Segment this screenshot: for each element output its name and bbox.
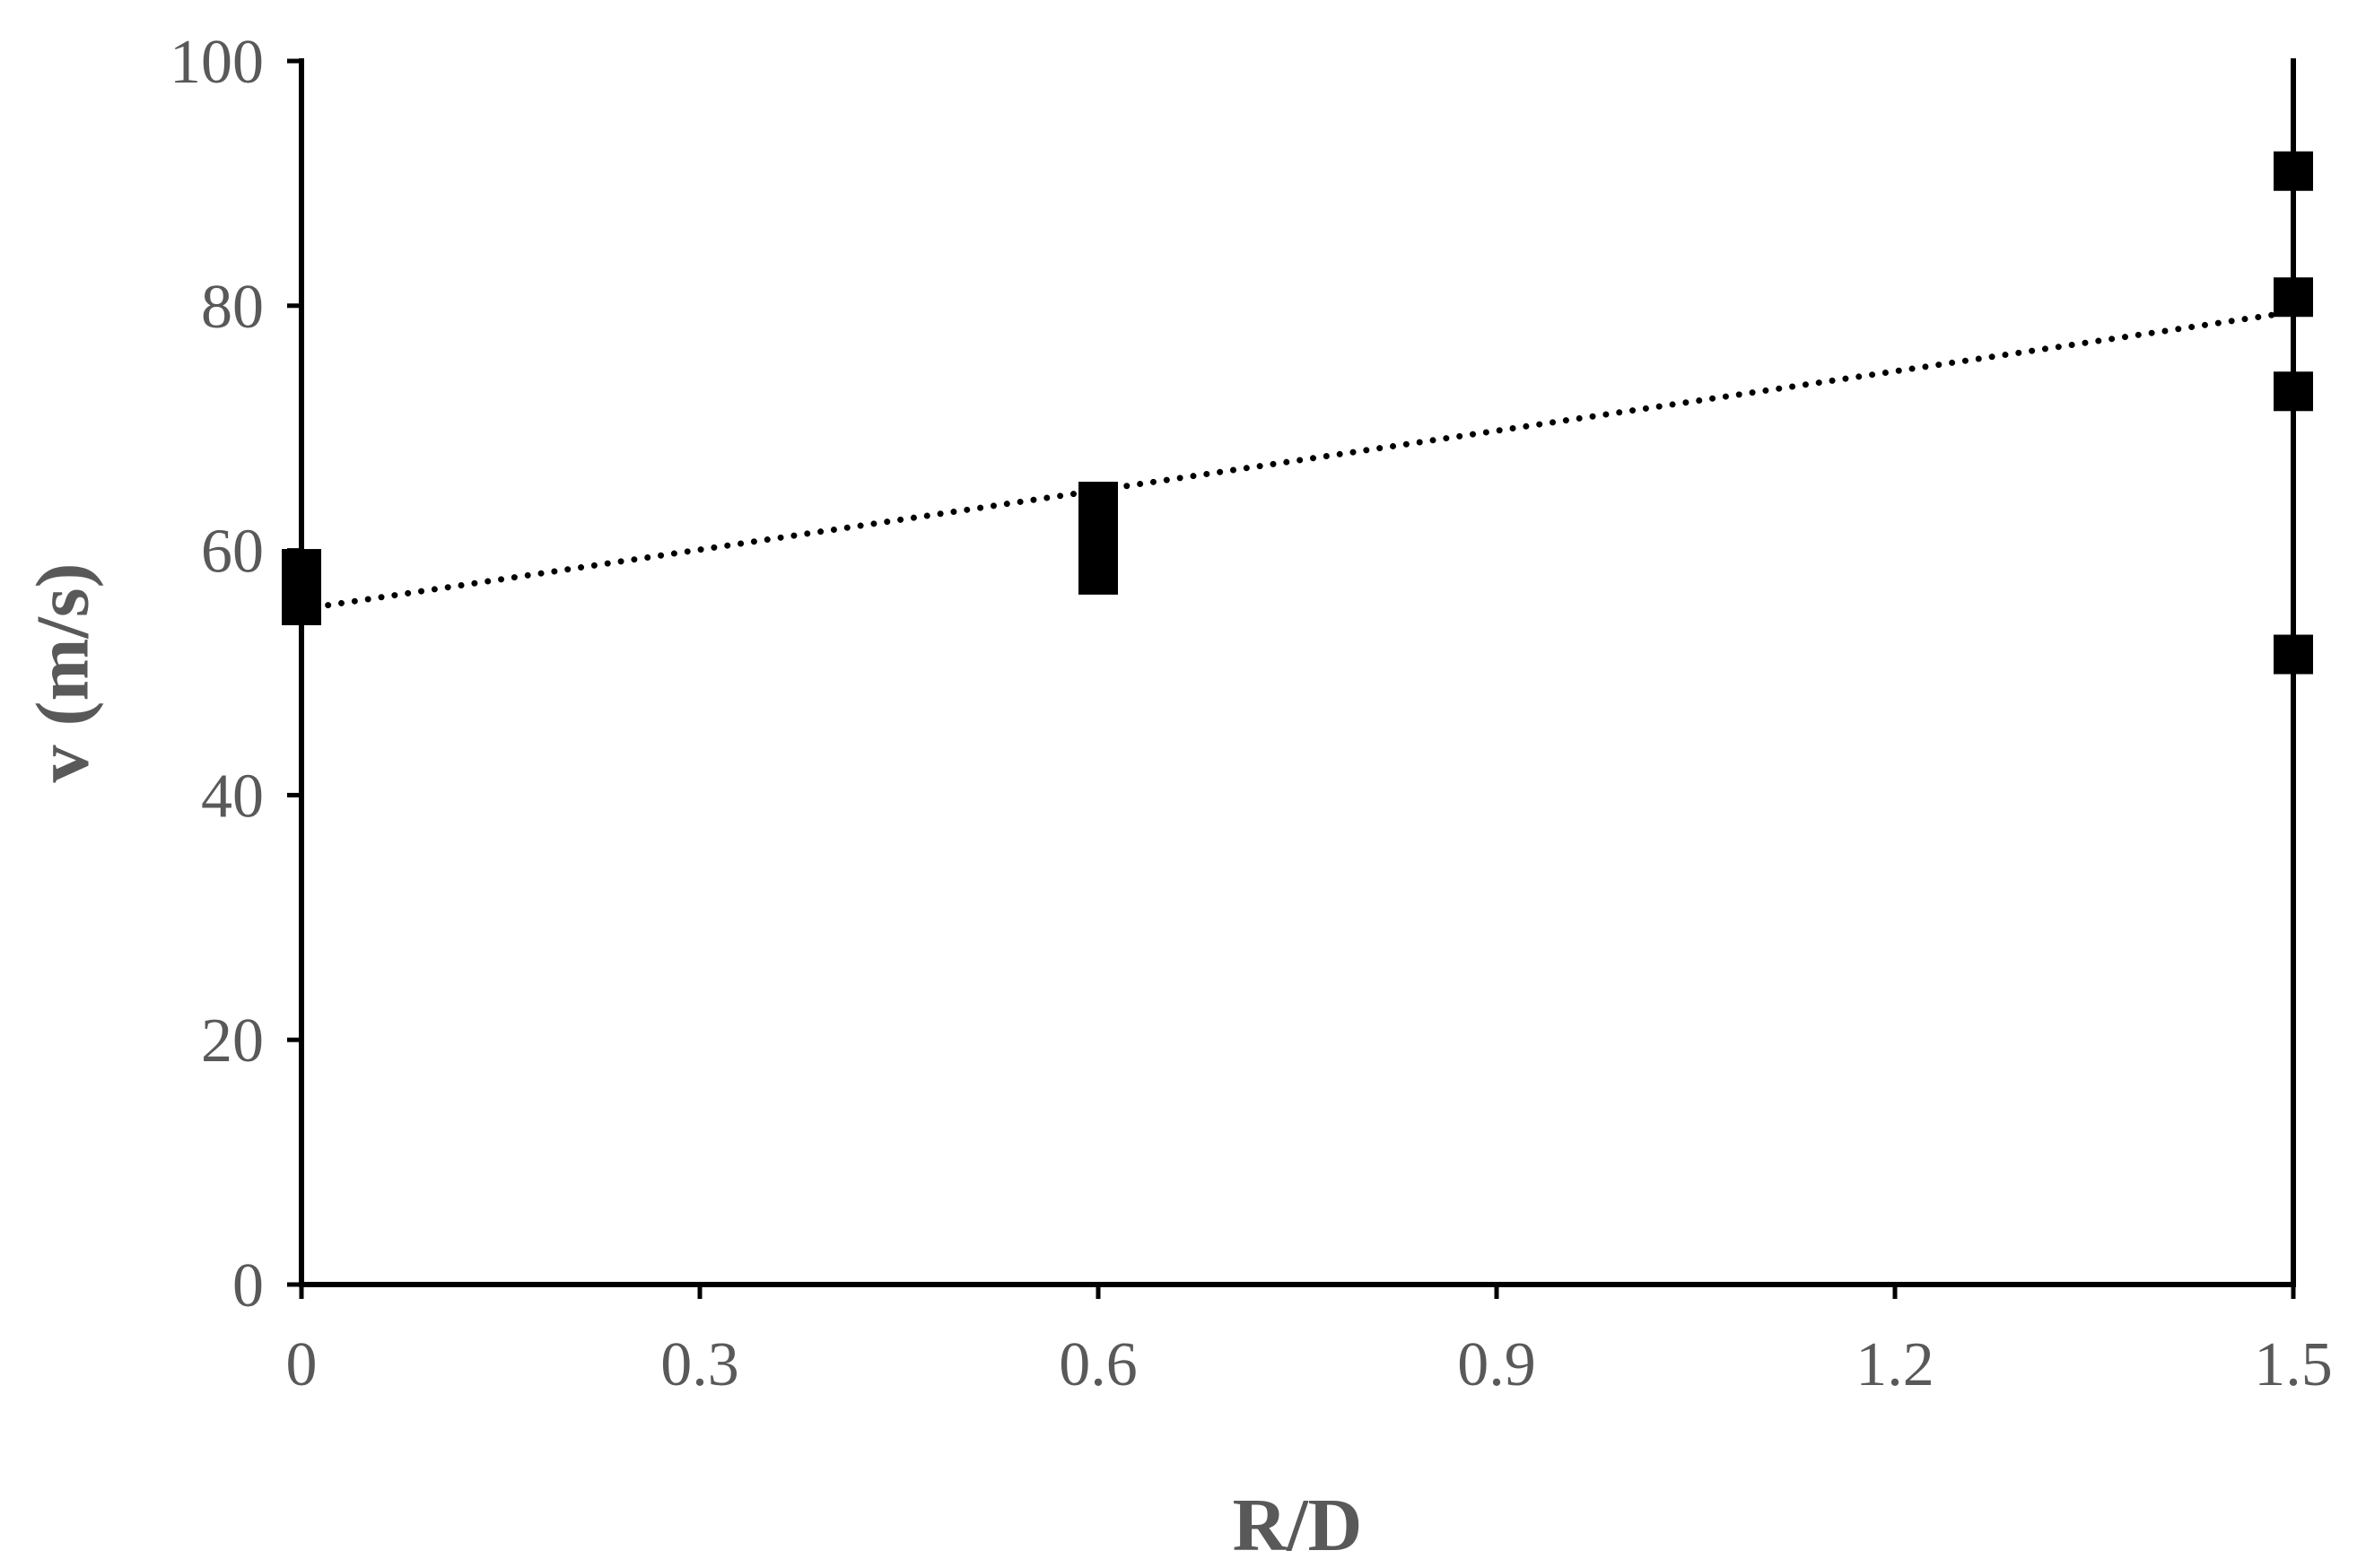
y-tick-label: 100 — [170, 28, 264, 97]
data-points — [282, 151, 2313, 675]
x-tick-label: 1.2 — [1855, 1330, 1934, 1399]
y-axis-title: v (m/s) — [21, 563, 104, 783]
y-axis-ticks: 0 20 40 60 80 100 — [170, 28, 301, 1320]
y-tick-label: 60 — [201, 518, 264, 587]
x-tick-label: 0.6 — [1059, 1330, 1138, 1399]
x-tick-label: 0.3 — [660, 1330, 739, 1399]
data-point — [2274, 371, 2313, 412]
trendline-group — [298, 309, 2297, 613]
data-point — [2274, 634, 2313, 675]
data-point — [1078, 482, 1118, 522]
data-point — [2274, 151, 2313, 191]
data-point — [2274, 277, 2313, 318]
x-axis-ticks: 0 0.3 0.6 0.9 1.2 1.5 — [286, 1285, 2333, 1399]
x-tick-label: 1.5 — [2254, 1330, 2333, 1399]
y-tick-label: 0 — [232, 1251, 264, 1320]
data-point — [282, 549, 321, 589]
y-tick-label: 20 — [201, 1006, 264, 1076]
trendline — [298, 309, 2297, 613]
x-tick-label: 0.9 — [1457, 1330, 1536, 1399]
y-tick-label: 80 — [201, 273, 264, 342]
x-tick-label: 0 — [286, 1330, 318, 1399]
x-axis-title: R/D — [1233, 1484, 1363, 1567]
y-tick-label: 40 — [201, 762, 264, 831]
